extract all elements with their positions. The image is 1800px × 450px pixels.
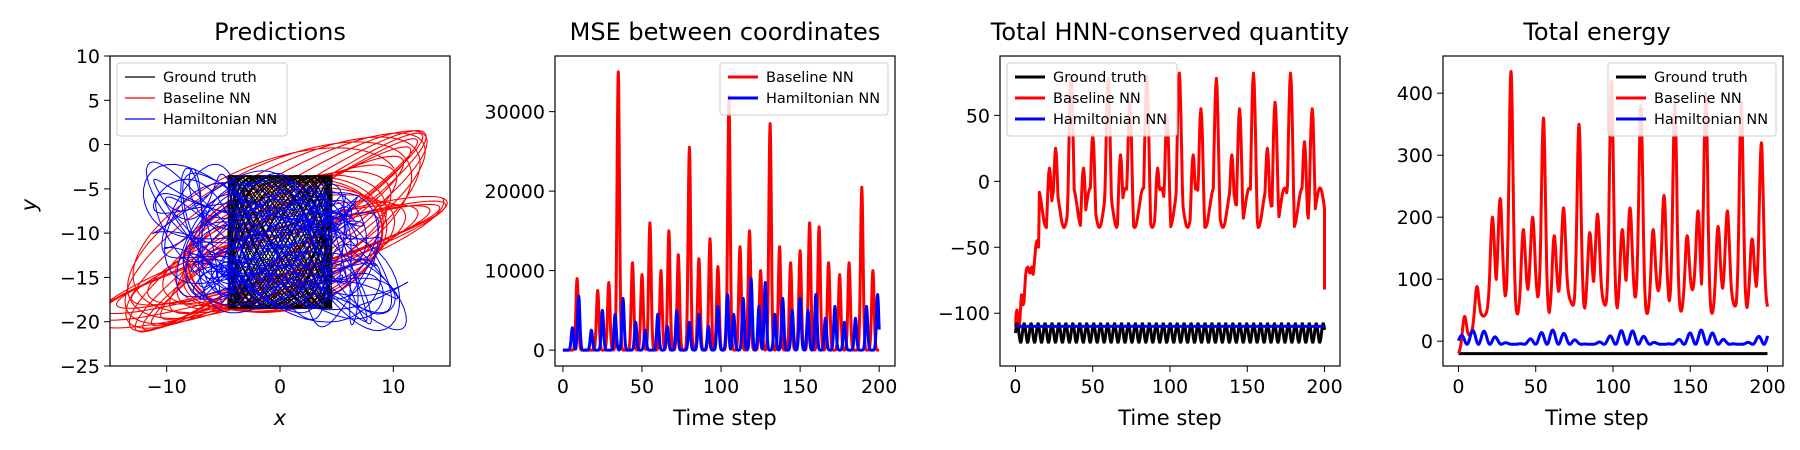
- x-tick-label: 200: [861, 376, 897, 398]
- legend: Baseline NN Hamiltonian NN: [719, 62, 889, 116]
- legend-box: [719, 62, 889, 116]
- series-baseline-nn: [110, 130, 448, 333]
- y-tick-label: 0: [1421, 331, 1433, 353]
- y-tick-label: 10000: [485, 261, 545, 283]
- y-tick-label: −25: [60, 356, 100, 378]
- y-tick-label: −100: [938, 303, 990, 325]
- x-tick-label: 150: [1672, 376, 1708, 398]
- x-axis-label-hnn-conserved: Time step: [1117, 406, 1222, 430]
- x-tick-label: 100: [1595, 376, 1631, 398]
- y-tick-label: −10: [60, 223, 100, 245]
- x-tick-label: 50: [1081, 376, 1105, 398]
- y-tick-label: 20000: [485, 181, 545, 203]
- series-hamiltonian-nn: [561, 277, 881, 352]
- legend-entry: Hamiltonian NN: [1654, 112, 1768, 128]
- y-tick-label: −50: [950, 237, 990, 259]
- plot-area: [1014, 71, 1326, 344]
- chart-title-total-energy: Total energy: [1522, 18, 1670, 46]
- plot-area: [110, 130, 448, 333]
- panel-total-energy: Total energy Time step 0 50 100 150 200 0 100 2…: [1397, 18, 1786, 430]
- panel-predictions: Predictions x y −10 0 10 10 5 0 −5 −10 −15 −20 −25…: [17, 18, 451, 430]
- x-tick-label: 10: [381, 376, 405, 398]
- y-tick-label: 100: [1397, 269, 1433, 291]
- y-tick-label: 0: [533, 340, 545, 362]
- x-tick-label: 50: [1524, 376, 1548, 398]
- legend-entry: Ground truth: [163, 70, 257, 86]
- y-tick-label: 50: [966, 105, 990, 127]
- x-tick-label: 100: [703, 376, 739, 398]
- x-tick-label: 0: [557, 376, 569, 398]
- y-tick-label: 10: [76, 46, 100, 68]
- x-tick-label: 200: [1749, 376, 1785, 398]
- y-tick-label: −5: [72, 179, 100, 201]
- x-tick-label: 150: [1229, 376, 1265, 398]
- axes-frame: [999, 55, 1341, 367]
- y-tick-label: 0: [88, 135, 100, 157]
- y-tick-label: −20: [60, 312, 100, 334]
- y-tick-label: 300: [1397, 145, 1433, 167]
- chart-title-hnn-conserved: Total HNN-conserved quantity: [990, 18, 1349, 46]
- x-axis-label-mse: Time step: [672, 406, 777, 430]
- legend-entry: Baseline NN: [1654, 91, 1742, 107]
- y-tick-label: 30000: [485, 102, 545, 124]
- plot-area: [561, 70, 881, 352]
- y-axis-label-predictions: y: [17, 198, 41, 212]
- series-baseline-nn: [1014, 71, 1326, 330]
- legend: Ground truth Baseline NN Hamiltonian NN: [1006, 62, 1178, 137]
- x-tick-label: 0: [1009, 376, 1021, 398]
- plot-area: [1457, 70, 1769, 356]
- legend-entry: Hamiltonian NN: [766, 91, 880, 107]
- x-tick-label: 50: [630, 376, 654, 398]
- legend-entry: Ground truth: [1654, 70, 1748, 86]
- axes-frame: [1442, 55, 1784, 367]
- x-tick-label: −10: [147, 376, 187, 398]
- panel-hnn-conserved: Total HNN-conserved quantity Time step 0…: [938, 18, 1349, 430]
- y-tick-label: 0: [978, 171, 990, 193]
- legend-entry: Hamiltonian NN: [1053, 112, 1167, 128]
- x-tick-label: 0: [274, 376, 286, 398]
- legend-box: [116, 62, 288, 137]
- x-tick-label: 100: [1152, 376, 1188, 398]
- legend: Ground truth Baseline NN Hamiltonian NN: [1607, 62, 1777, 137]
- legend-entry: Ground truth: [1053, 70, 1147, 86]
- series-baseline-nn: [1457, 70, 1769, 354]
- chart-title-mse: MSE between coordinates: [570, 18, 881, 46]
- y-tick-label: −15: [60, 267, 100, 289]
- y-tick-label: 200: [1397, 207, 1433, 229]
- legend-entry: Baseline NN: [163, 91, 251, 107]
- legend-entry: Hamiltonian NN: [163, 112, 277, 128]
- legend-entry: Baseline NN: [1053, 91, 1141, 107]
- y-tick-label: 5: [88, 90, 100, 112]
- legend-box: [1607, 62, 1777, 137]
- x-tick-label: 200: [1306, 376, 1342, 398]
- chart-title-predictions: Predictions: [214, 18, 346, 46]
- legend-box: [1006, 62, 1178, 137]
- series-hamiltonian-nn: [142, 161, 409, 332]
- x-axis-label-predictions: x: [273, 406, 287, 430]
- x-axis-label-total-energy: Time step: [1544, 406, 1649, 430]
- series-ground-truth: [1014, 322, 1326, 344]
- x-tick-label: 0: [1452, 376, 1464, 398]
- y-tick-label: 400: [1397, 83, 1433, 105]
- axes-frame: [109, 55, 451, 367]
- legend-entry: Baseline NN: [766, 70, 854, 86]
- legend: Ground truth Baseline NN Hamiltonian NN: [116, 62, 288, 137]
- x-tick-label: 150: [782, 376, 818, 398]
- series-hamiltonian-nn: [1457, 328, 1769, 346]
- axes-frame: [554, 55, 896, 367]
- panel-mse: MSE between coordinates Time step 0 50 100…: [485, 18, 898, 430]
